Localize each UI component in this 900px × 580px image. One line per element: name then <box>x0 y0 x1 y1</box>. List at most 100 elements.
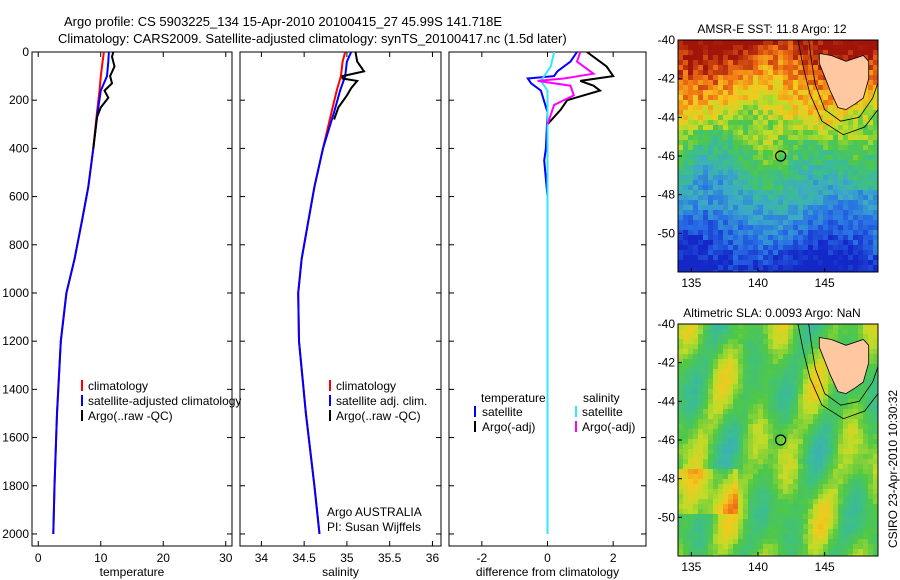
map-x-tick-label: 145 <box>815 276 835 290</box>
map-cell <box>778 265 784 271</box>
map-cell <box>868 175 874 181</box>
map-cell <box>823 329 829 335</box>
map-cell <box>793 175 799 181</box>
map-cell <box>693 529 699 535</box>
map-cell <box>718 474 724 480</box>
map-cell <box>723 339 729 345</box>
map-cell <box>798 75 804 81</box>
y-tick-label: 1400 <box>2 382 29 396</box>
map-cell <box>783 105 789 111</box>
map-cell <box>798 549 804 555</box>
map-cell <box>698 464 704 470</box>
map-cell <box>773 50 779 56</box>
map-cell <box>748 65 754 71</box>
map-cell <box>708 120 714 126</box>
map-cell <box>848 55 854 61</box>
map-cell <box>753 90 759 96</box>
map-cell <box>773 449 779 455</box>
map-cell <box>858 484 864 490</box>
map-cell <box>868 110 874 116</box>
x-tick-label: 10 <box>94 551 108 565</box>
map-cell <box>873 404 878 410</box>
map-cell <box>783 549 789 555</box>
map-cell <box>763 45 769 51</box>
map-cell <box>848 255 854 261</box>
map-cell <box>868 334 874 340</box>
map-cell <box>803 374 809 380</box>
map-cell <box>788 60 794 66</box>
map-cell <box>873 479 878 485</box>
map-cell <box>828 210 834 216</box>
map-cell <box>678 364 684 370</box>
map-cell <box>688 150 694 156</box>
map-cell <box>838 40 844 46</box>
map-cell <box>778 40 784 46</box>
map-cell <box>743 55 749 61</box>
map-cell <box>798 190 804 196</box>
map-cell <box>733 444 739 450</box>
map-cell <box>763 245 769 251</box>
map-cell <box>798 384 804 390</box>
map-cell <box>808 255 814 261</box>
map-cell <box>863 484 869 490</box>
map-cell <box>808 270 814 272</box>
map-cell <box>778 180 784 186</box>
map-cell <box>743 220 749 226</box>
map-cell <box>823 369 829 375</box>
map-cell <box>813 225 819 231</box>
map-cell <box>798 245 804 251</box>
map-cell <box>738 524 744 530</box>
map-cell <box>818 334 824 340</box>
map-cell <box>838 165 844 171</box>
map-cell <box>848 504 854 510</box>
map-cell <box>718 155 724 161</box>
map-cell <box>733 95 739 101</box>
map-cell <box>758 419 764 425</box>
map-cell <box>708 65 714 71</box>
map-cell <box>848 115 854 121</box>
map-cell <box>763 205 769 211</box>
map-cell <box>788 190 794 196</box>
map-cell <box>768 110 774 116</box>
map-cell <box>803 334 809 340</box>
map-cell <box>733 364 739 370</box>
map-cell <box>848 220 854 226</box>
y-tick-label: 1200 <box>2 334 29 348</box>
map-cell <box>678 200 684 206</box>
map-cell <box>723 489 729 495</box>
map-cell <box>693 349 699 355</box>
map-cell <box>773 240 779 246</box>
map-cell <box>798 534 804 540</box>
map-cell <box>683 494 689 500</box>
map-cell <box>813 409 819 415</box>
map-cell <box>763 454 769 460</box>
map-cell <box>873 75 878 81</box>
map-cell <box>723 359 729 365</box>
map-cell <box>743 459 749 465</box>
map-cell <box>728 265 734 271</box>
map-cell <box>748 529 754 535</box>
map-cell <box>813 145 819 151</box>
map-cell <box>783 145 789 151</box>
map-cell <box>833 255 839 261</box>
map-cell <box>848 494 854 500</box>
map-cell <box>788 444 794 450</box>
map-cell <box>753 464 759 470</box>
map-cell <box>743 155 749 161</box>
map-cell <box>743 514 749 520</box>
map-cell <box>733 409 739 415</box>
map-cell <box>778 210 784 216</box>
map-cell <box>763 549 769 555</box>
map-cell <box>683 379 689 385</box>
map-cell <box>843 499 849 505</box>
map-cell <box>728 529 734 535</box>
map-cell <box>678 230 684 236</box>
map-y-tick-label: -48 <box>658 472 676 486</box>
header-line-2: Climatology: CARS2009. Satellite-adjuste… <box>58 31 567 46</box>
map-cell <box>868 225 874 231</box>
map-cell <box>683 165 689 171</box>
map-cell <box>768 50 774 56</box>
map-cell <box>793 100 799 106</box>
map-cell <box>743 210 749 216</box>
map-cell <box>703 454 709 460</box>
